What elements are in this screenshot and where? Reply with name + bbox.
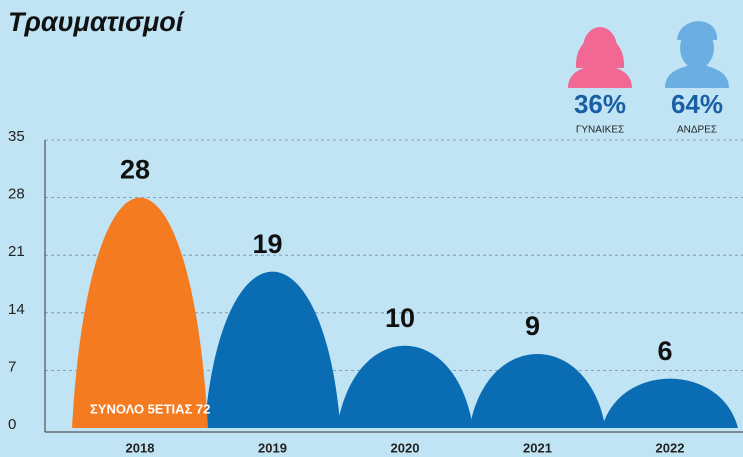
head (680, 27, 714, 69)
value-label: 10 (385, 303, 415, 333)
x-tick-label: 2021 (523, 440, 552, 455)
share-label: 64% (671, 89, 723, 119)
share-name: ΑΝΔΡΕΣ (677, 125, 717, 136)
x-tick-label: 2020 (391, 440, 420, 455)
y-tick-label: 21 (8, 243, 25, 260)
x-tick-label: 2018 (126, 440, 155, 455)
chart-title: Τραυματισμοί (8, 7, 186, 37)
person-icon (665, 21, 729, 88)
person-icon (568, 27, 632, 88)
y-tick-label: 7 (8, 358, 16, 375)
head (583, 27, 617, 69)
body (568, 65, 632, 88)
hump (72, 197, 208, 428)
hump (469, 353, 606, 428)
value-label: 19 (252, 229, 282, 259)
y-tick-label: 14 (8, 301, 25, 318)
y-tick-label: 35 (8, 128, 25, 145)
y-tick-label: 0 (8, 416, 16, 433)
value-label: 9 (525, 311, 540, 341)
hump (204, 271, 341, 428)
body (665, 65, 729, 88)
annotation: ΣΥΝΟΛΟ 5ΕΤΙΑΣ 72 (90, 401, 210, 416)
y-tick-label: 28 (8, 186, 25, 203)
x-tick-label: 2022 (656, 440, 685, 455)
hump (602, 378, 738, 428)
hump (337, 345, 473, 428)
x-tick-label: 2019 (258, 440, 287, 455)
value-label: 28 (120, 155, 150, 185)
share-name: ΓΥΝΑΙΚΕΣ (576, 125, 624, 136)
value-label: 6 (657, 336, 672, 366)
share-label: 36% (574, 89, 626, 119)
